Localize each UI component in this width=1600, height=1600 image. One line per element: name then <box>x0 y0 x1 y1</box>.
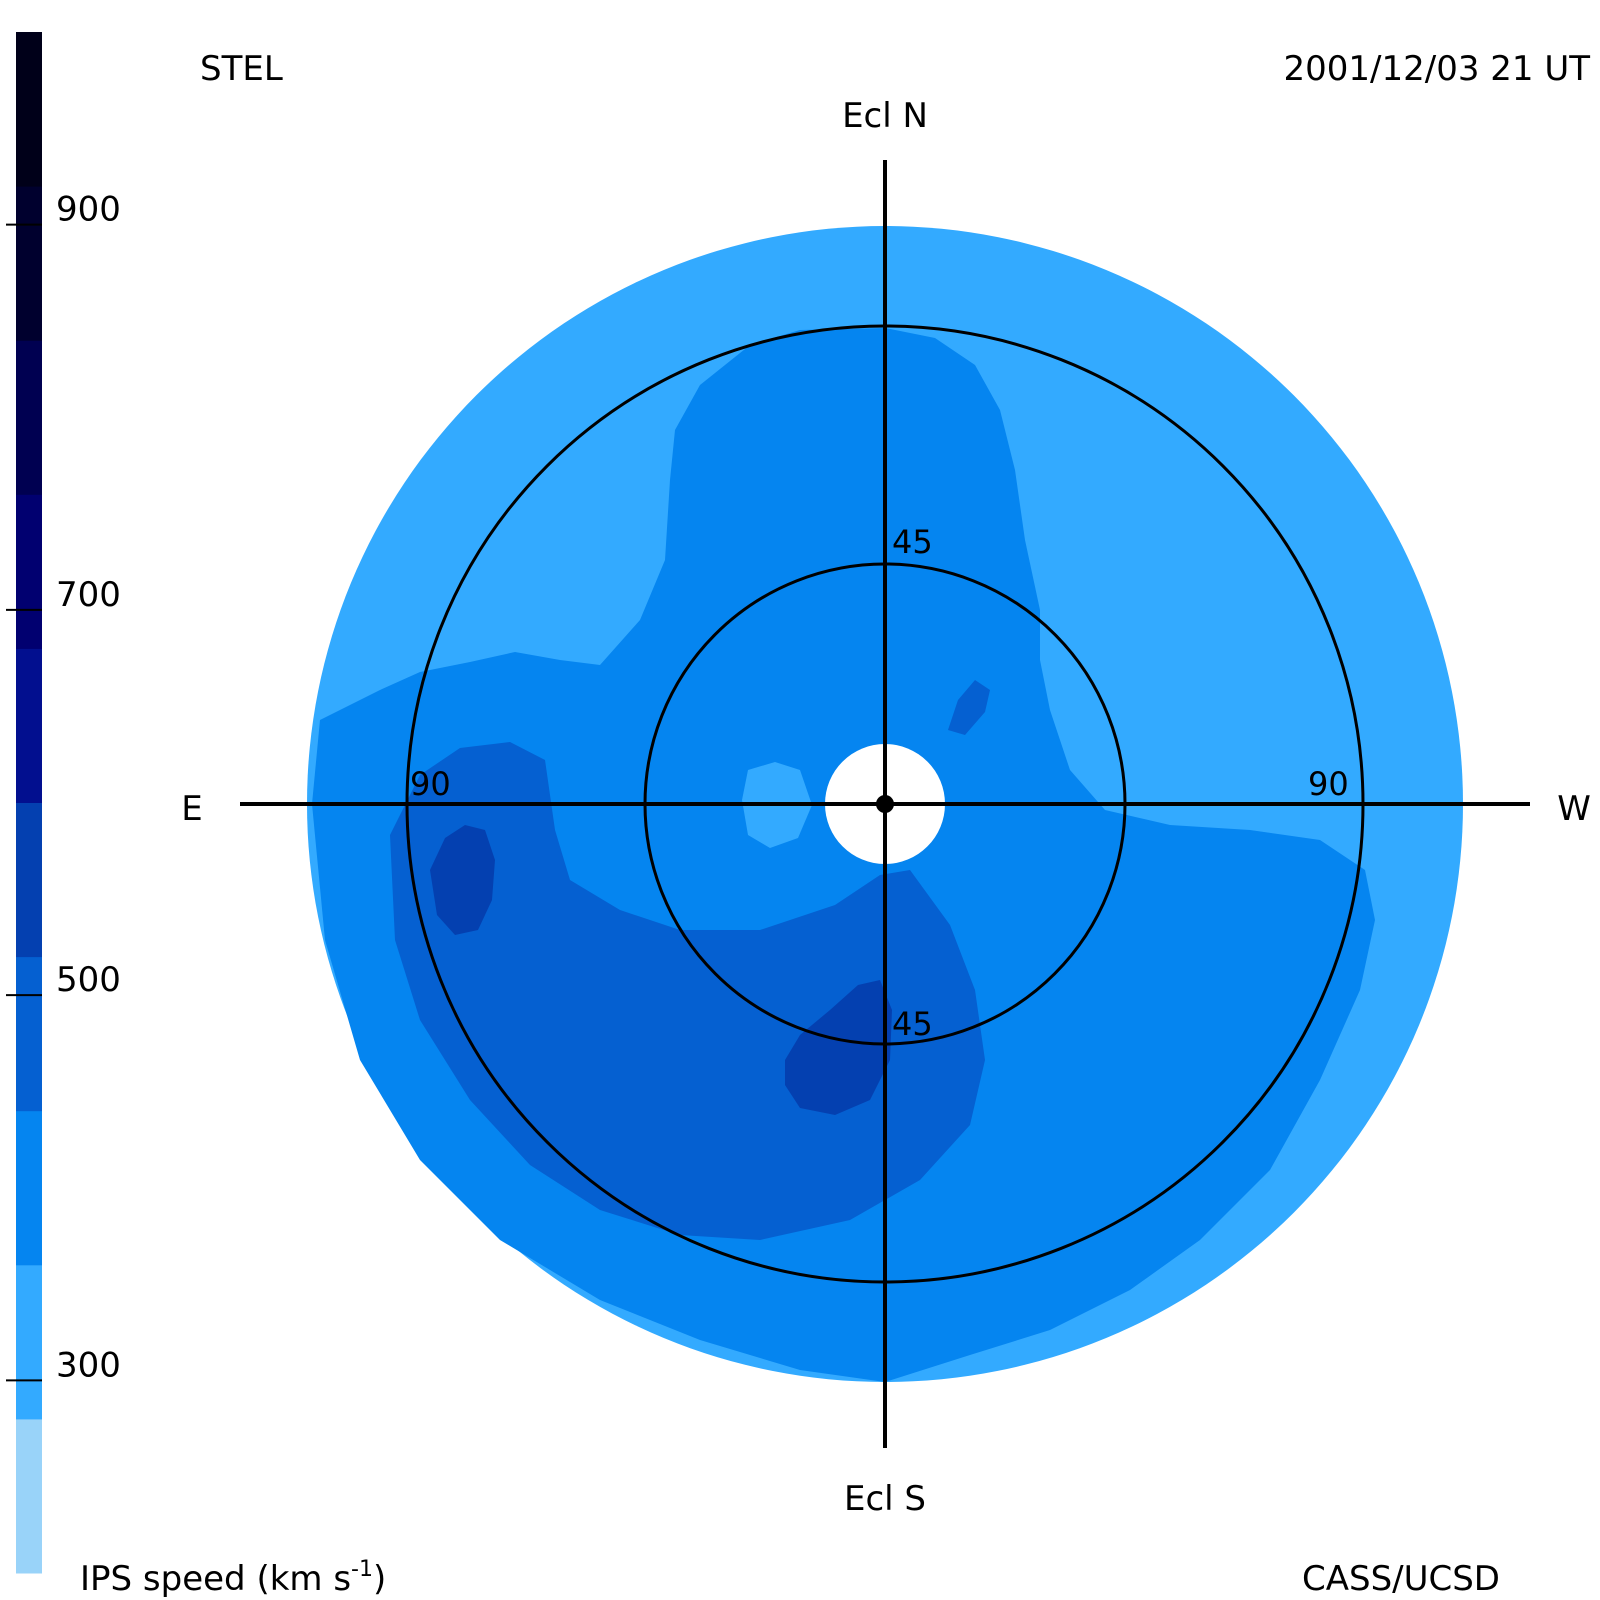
ring-label-outer-left: 90 <box>410 765 451 803</box>
direction-south: Ecl S <box>844 1479 926 1519</box>
colorbar-segment <box>16 956 42 1112</box>
colorbar-segment <box>16 648 42 803</box>
colorbar-segment <box>16 32 42 187</box>
colorbar-title-sup: -1 <box>351 1557 373 1582</box>
ring-label-inner-top: 45 <box>892 523 933 561</box>
colorbar-title-main: IPS speed (km s <box>80 1559 351 1599</box>
ring-label-outer-right: 90 <box>1308 765 1349 803</box>
region-fast <box>390 742 985 1240</box>
region-fastest-east <box>430 825 495 935</box>
colorbar-segment <box>16 340 42 495</box>
source-label: STEL <box>200 49 283 89</box>
colorbar-segment <box>16 1110 42 1266</box>
direction-west: W <box>1557 789 1591 829</box>
colorbar-tick-label: 900 <box>56 190 121 230</box>
colorbar-segment <box>16 186 42 341</box>
ring-label-inner-bottom: 45 <box>892 1005 933 1043</box>
direction-north: Ecl N <box>842 96 928 136</box>
direction-east: E <box>181 789 202 829</box>
colorbar-segment <box>16 1418 42 1574</box>
colorbar-segment <box>16 802 42 958</box>
timestamp-label: 2001/12/03 21 UT <box>1284 49 1591 89</box>
colorbar-tick-label: 300 <box>56 1345 121 1385</box>
colorbar: 300 500 700 900 <box>6 32 121 1574</box>
colorbar-tick-label: 700 <box>56 575 121 615</box>
colorbar-title: IPS speed (km s-1) <box>80 1557 386 1599</box>
colorbar-tick-label: 500 <box>56 960 121 1000</box>
sun-center-dot <box>876 795 894 813</box>
colorbar-title-end: ) <box>373 1559 386 1599</box>
credit-label: CASS/UCSD <box>1302 1559 1500 1599</box>
colorbar-segment <box>16 494 42 649</box>
region-fastest-south <box>785 980 892 1115</box>
colorbar-segment <box>16 1264 42 1420</box>
region-medium-patch <box>948 680 990 735</box>
